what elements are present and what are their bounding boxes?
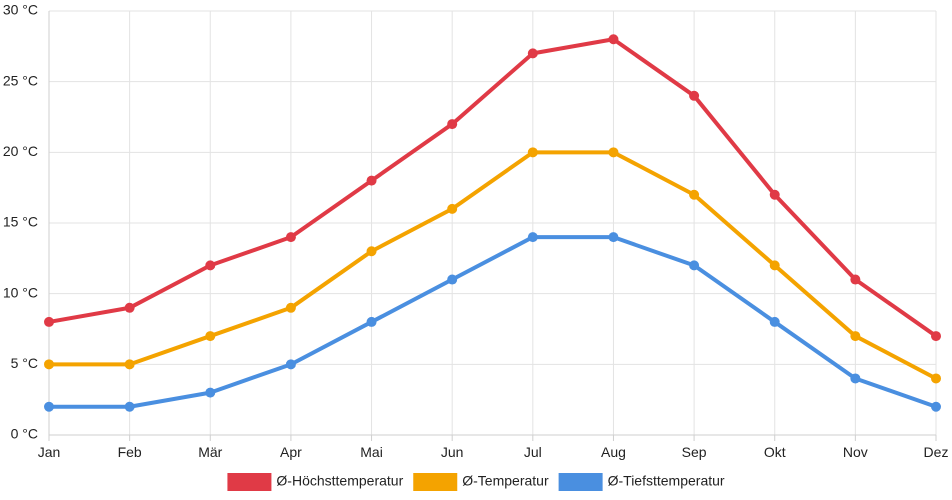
legend-swatch	[413, 473, 458, 491]
data-point[interactable]	[689, 189, 700, 200]
data-point[interactable]	[447, 203, 458, 214]
data-point[interactable]	[285, 232, 296, 243]
x-tick-label: Apr	[280, 444, 302, 460]
data-point[interactable]	[44, 359, 54, 370]
series-3	[44, 232, 941, 412]
data-point[interactable]	[285, 359, 296, 370]
data-point[interactable]	[850, 373, 861, 384]
data-point[interactable]	[608, 34, 619, 45]
y-tick-label: 0 °C	[11, 426, 38, 442]
data-point[interactable]	[931, 373, 941, 384]
x-tick-label: Nov	[843, 444, 868, 460]
data-point[interactable]	[44, 316, 54, 327]
legend-label: Ø-Höchsttemperatur	[276, 473, 403, 489]
data-point[interactable]	[124, 302, 135, 313]
x-tick-label: Mai	[360, 444, 383, 460]
x-tick-label: Dez	[924, 444, 949, 460]
legend-item-3[interactable]: Ø-Tiefsttemperatur	[558, 473, 725, 491]
y-tick-label: 5 °C	[11, 355, 38, 371]
series-line	[47, 150, 938, 381]
data-point[interactable]	[366, 316, 377, 327]
data-point[interactable]	[366, 246, 377, 257]
data-point[interactable]	[447, 119, 458, 130]
data-point[interactable]	[447, 274, 458, 285]
data-point[interactable]	[205, 260, 216, 271]
legend-label: Ø-Tiefsttemperatur	[608, 473, 725, 489]
legend-swatch	[558, 473, 603, 491]
data-point[interactable]	[124, 401, 135, 412]
x-tick-label: Jun	[441, 444, 464, 460]
x-tick-label: Mär	[198, 444, 222, 460]
y-tick-label: 20 °C	[3, 143, 38, 159]
series-1	[44, 34, 941, 342]
data-point[interactable]	[527, 232, 538, 243]
data-point[interactable]	[366, 175, 377, 186]
legend-label: Ø-Temperatur	[462, 473, 549, 489]
data-point[interactable]	[850, 331, 861, 342]
legend-item-2[interactable]: Ø-Temperatur	[413, 473, 549, 491]
series-line	[47, 235, 938, 409]
series-line	[47, 37, 938, 339]
y-tick-label: 15 °C	[3, 214, 38, 230]
y-tick-label: 25 °C	[3, 72, 38, 88]
series-2	[44, 147, 941, 384]
legend: Ø-Höchsttemperatur Ø-Temperatur Ø-Tiefstte…	[227, 473, 725, 491]
data-point[interactable]	[527, 48, 538, 59]
data-point[interactable]	[608, 232, 619, 243]
x-tick-label: Feb	[118, 444, 142, 460]
axes: 0 °C 5 °C 10 °C 15 °C 20 °C 25 °C 30 °C Jan Feb M…	[3, 2, 949, 460]
data-point[interactable]	[689, 90, 700, 101]
data-point[interactable]	[931, 331, 941, 342]
x-tick-label: Sep	[682, 444, 707, 460]
data-point[interactable]	[931, 401, 941, 412]
data-point[interactable]	[205, 331, 216, 342]
y-tick-label: 30 °C	[3, 2, 38, 18]
data-point[interactable]	[285, 302, 296, 313]
x-tick-label: Jul	[524, 444, 542, 460]
data-point[interactable]	[850, 274, 861, 285]
data-point[interactable]	[689, 260, 700, 271]
legend-swatch	[227, 473, 272, 491]
data-point[interactable]	[608, 147, 619, 158]
data-point[interactable]	[44, 401, 54, 412]
data-point[interactable]	[205, 387, 216, 398]
legend-item-1[interactable]: Ø-Höchsttemperatur	[227, 473, 404, 491]
series-group	[44, 34, 941, 412]
data-point[interactable]	[769, 189, 780, 200]
x-tick-label: Jan	[38, 444, 61, 460]
data-point[interactable]	[124, 359, 135, 370]
data-point[interactable]	[769, 260, 780, 271]
x-tick-label: Okt	[764, 444, 786, 460]
y-tick-label: 10 °C	[3, 284, 38, 300]
data-point[interactable]	[527, 147, 538, 158]
data-point[interactable]	[769, 316, 780, 327]
x-tick-label: Aug	[601, 444, 626, 460]
